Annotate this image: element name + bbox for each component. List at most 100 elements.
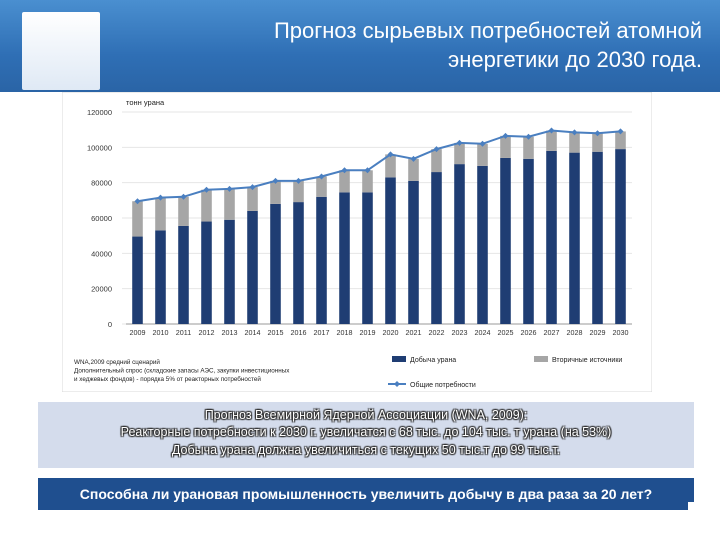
- bar-production: [224, 219, 235, 324]
- chart-container: 0 20000 40000 60000 80000 100000 120000 тонн ур…: [61, 91, 653, 393]
- bar-secondary: [293, 180, 304, 203]
- bar-production: [155, 230, 166, 324]
- x-tick-label: 2013: [222, 328, 238, 337]
- y-tick-label: 120000: [87, 108, 112, 117]
- x-tick-label: 2029: [590, 328, 606, 337]
- legend-marker-total: [394, 381, 400, 387]
- corner-decoration: [688, 502, 702, 516]
- total-demand-point: [410, 155, 417, 162]
- bar-production: [339, 192, 350, 324]
- y-tick-label: 60000: [91, 214, 112, 223]
- total-demand-point: [387, 151, 394, 158]
- bar-production: [569, 152, 580, 324]
- bar-secondary: [615, 131, 626, 150]
- bar-production: [408, 180, 419, 324]
- total-demand-point: [341, 167, 348, 174]
- legend-swatch-production: [392, 356, 406, 362]
- x-tick-label: 2019: [360, 328, 376, 337]
- total-demand-point: [456, 139, 463, 146]
- x-tick-label: 2021: [406, 328, 422, 337]
- x-tick-label: 2025: [498, 328, 514, 337]
- bar-secondary: [431, 149, 442, 173]
- y-tick-label: 0: [108, 320, 112, 329]
- bar-production: [201, 221, 212, 324]
- bar-production: [615, 149, 626, 324]
- bar-secondary: [385, 154, 396, 178]
- logo-block: [22, 12, 100, 90]
- bar-secondary: [316, 176, 327, 197]
- bar-production: [316, 196, 327, 324]
- unit-label: тонн урана: [126, 98, 165, 107]
- x-tick-label: 2009: [130, 328, 146, 337]
- slide-title: Прогноз сырьевых потребностей атомной эн…: [182, 16, 702, 74]
- uranium-chart: 0 20000 40000 60000 80000 100000 120000 тонн ур…: [61, 91, 653, 393]
- legend-swatch-secondary: [534, 356, 548, 362]
- bar-production: [270, 203, 281, 324]
- bar-secondary: [569, 132, 580, 153]
- bar-secondary: [592, 133, 603, 152]
- info-line-3: Добыча урана должна увеличиться с текущи…: [171, 443, 561, 457]
- x-tick-label: 2015: [268, 328, 284, 337]
- bar-secondary: [270, 180, 281, 204]
- bar-production: [546, 150, 557, 324]
- bar-secondary: [155, 197, 166, 231]
- chart-note: WNA,2009 средний сценарий: [74, 358, 160, 366]
- bar-production: [592, 151, 603, 324]
- bar-production: [500, 157, 511, 324]
- total-demand-point: [295, 177, 302, 184]
- x-tick-label: 2017: [314, 328, 330, 337]
- total-demand-point: [157, 194, 164, 201]
- y-tick-label: 20000: [91, 285, 112, 294]
- plot-frame: [61, 91, 653, 393]
- bar-production: [477, 165, 488, 324]
- total-demand-point: [364, 167, 371, 174]
- x-tick-label: 2024: [475, 328, 491, 337]
- chart-note: Дополнительный спрос (складские запасы А…: [74, 367, 290, 375]
- legend-label-total: Общие потребности: [410, 381, 476, 389]
- bar-secondary: [546, 130, 557, 151]
- x-tick-label: 2027: [544, 328, 560, 337]
- y-tick-label: 80000: [91, 179, 112, 188]
- y-tick-label: 40000: [91, 249, 112, 258]
- total-demand-point: [272, 177, 279, 184]
- x-tick-label: 2012: [199, 328, 215, 337]
- total-demand-point: [479, 140, 486, 147]
- total-demand-line: [137, 129, 621, 203]
- total-demand-point: [525, 133, 532, 140]
- x-tick-label: 2030: [613, 328, 629, 337]
- bar-secondary: [224, 188, 235, 220]
- bar-production: [385, 177, 396, 324]
- bar-secondary: [523, 136, 534, 159]
- x-tick-label: 2022: [429, 328, 445, 337]
- x-tick-label: 2023: [452, 328, 468, 337]
- x-tick-label: 2028: [567, 328, 583, 337]
- total-demand-point: [226, 185, 233, 192]
- bar-production: [523, 158, 534, 324]
- bar-secondary: [408, 158, 419, 181]
- bar-production: [247, 210, 258, 324]
- x-tick-label: 2014: [245, 328, 261, 337]
- total-demand-point: [617, 128, 624, 135]
- total-demand-point: [180, 193, 187, 200]
- total-demand-point: [594, 130, 601, 137]
- bar-secondary: [477, 143, 488, 166]
- slide-header: Прогноз сырьевых потребностей атомной эн…: [0, 0, 720, 92]
- total-demand-point: [571, 129, 578, 136]
- total-demand-point: [433, 146, 440, 153]
- total-demand-point: [134, 198, 141, 205]
- bar-secondary: [132, 201, 143, 237]
- bar-production: [132, 236, 143, 324]
- info-line-2: Реакторные потребности к 2030 г. увелича…: [120, 425, 612, 439]
- bar-production: [431, 172, 442, 324]
- x-tick-label: 2011: [176, 328, 191, 337]
- legend-label-production: Добыча урана: [410, 356, 456, 364]
- x-tick-label: 2020: [383, 328, 399, 337]
- legend-label-secondary: Вторичные источники: [552, 357, 622, 364]
- x-tick-label: 2010: [153, 328, 169, 337]
- title-line-2: энергетики до 2030 года.: [448, 47, 702, 72]
- x-tick-label: 2026: [521, 328, 537, 337]
- x-tick-label: 2018: [337, 328, 353, 337]
- title-line-1: Прогноз сырьевых потребностей атомной: [273, 18, 702, 43]
- total-demand-point: [249, 184, 256, 191]
- bar-production: [178, 225, 189, 324]
